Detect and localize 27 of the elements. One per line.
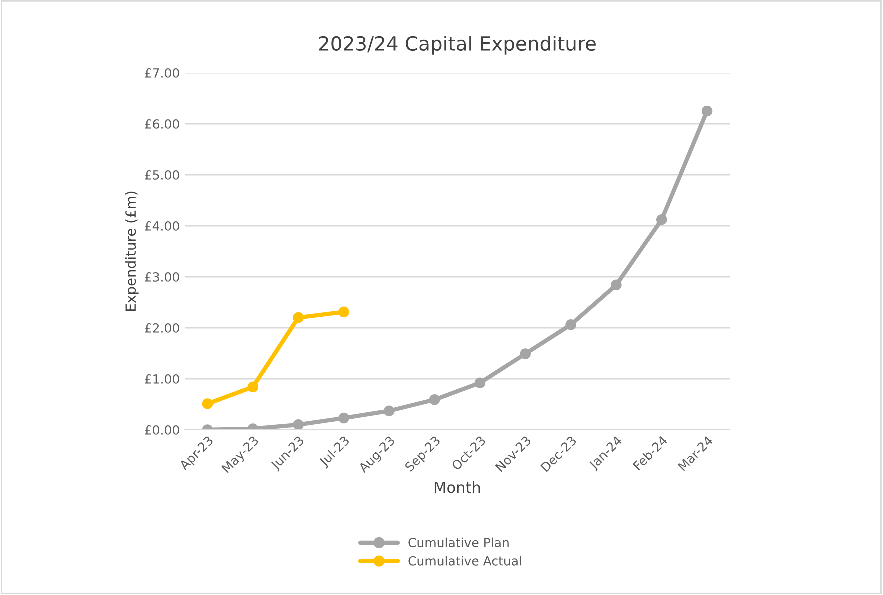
x-axis-title: Month [435, 482, 480, 494]
point [566, 320, 576, 330]
point [656, 214, 668, 226]
y-tick-label: £5.00 [145, 170, 180, 180]
point [248, 382, 259, 393]
point [293, 312, 304, 324]
point [338, 306, 350, 318]
y-tick-label: £6.00 [145, 119, 180, 129]
y-tick-label: £4.00 [145, 221, 180, 231]
y-tick-label: £2.00 [145, 323, 180, 333]
point [429, 394, 440, 406]
point [384, 406, 395, 417]
point [474, 378, 486, 388]
chart-title: 2023/24 Capital Expenditure [319, 36, 596, 55]
point [338, 412, 350, 424]
point [520, 348, 532, 360]
point [611, 280, 622, 291]
y-axis-title: Expenditure (£m) [125, 192, 139, 311]
point [702, 106, 713, 117]
y-tick-label: £0.00 [145, 425, 180, 435]
y-tick-label: £1.00 [145, 374, 180, 384]
legend-label: Cumulative Actual [408, 556, 522, 566]
legend-label: Cumulative Plan [408, 538, 509, 548]
y-tick-label: £3.00 [145, 272, 180, 282]
point [293, 420, 304, 430]
point [202, 398, 214, 410]
y-tick-label: £7.00 [145, 68, 180, 78]
